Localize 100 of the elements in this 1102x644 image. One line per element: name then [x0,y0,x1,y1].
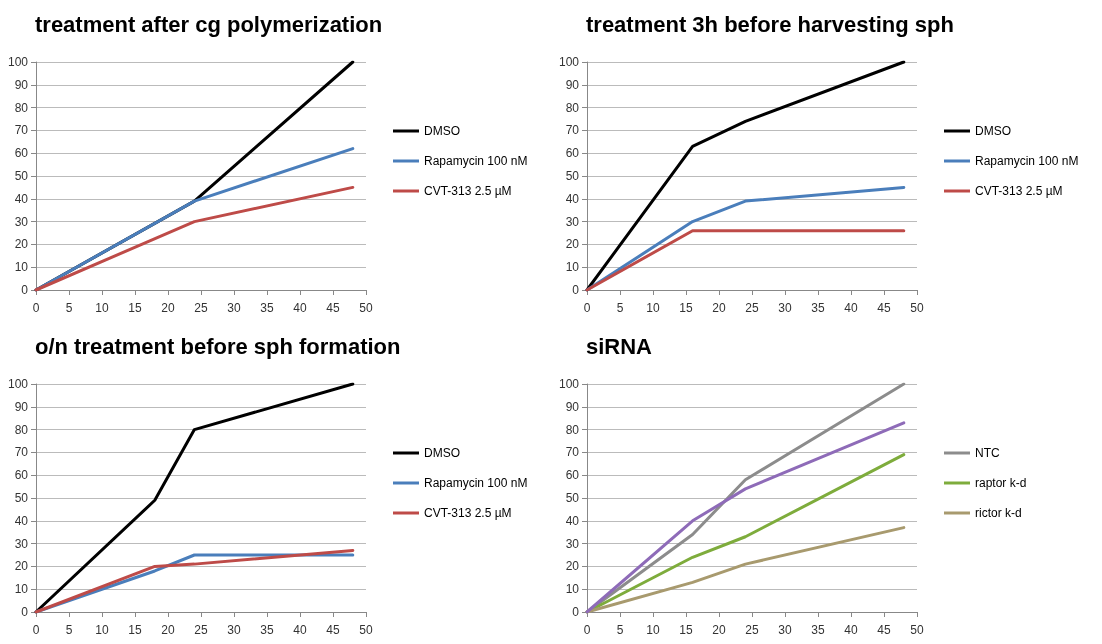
x-tick-label: 25 [194,623,208,637]
x-tick-label: 20 [161,623,175,637]
y-tick-label: 40 [14,191,29,206]
y-tick-label: 0 [21,605,29,619]
x-tick-label: 5 [65,623,73,637]
y-tick-label: 90 [565,399,580,414]
legend-label: CVT-313 2.5 µM [424,506,512,520]
x-tick-label: 15 [679,623,693,637]
x-tick-label: 45 [877,623,891,637]
y-tick-label: 60 [565,468,580,483]
y-tick-label: 70 [14,123,29,138]
x-tick-label: 5 [616,301,624,315]
x-tick-label: 25 [745,623,759,637]
x-tick-label: 0 [32,623,40,637]
x-tick-label: 50 [359,301,373,315]
y-tick-label: 100 [558,55,580,69]
x-tick-label: 20 [712,301,726,315]
x-tick-label: 30 [778,623,792,637]
y-tick-label: 0 [21,283,29,297]
y-tick-label: 10 [14,582,29,597]
y-tick-label: 40 [565,513,580,528]
y-tick-label: 20 [565,559,580,574]
y-tick-label: 90 [14,399,29,414]
x-tick-label: 15 [679,301,693,315]
x-tick-label: 40 [293,623,307,637]
y-tick-label: 20 [14,237,29,252]
legend-label: NTC [975,446,1000,460]
x-tick-label: 30 [227,301,241,315]
y-tick-label: 50 [565,169,580,183]
y-tick-label: 60 [14,468,29,483]
chart-title: siRNA [586,333,653,359]
x-tick-label: 0 [583,623,591,637]
x-tick-label: 10 [95,301,109,315]
x-tick-label: 35 [260,623,274,637]
x-tick-label: 30 [227,623,241,637]
y-tick-label: 20 [14,559,29,574]
y-tick-label: 80 [14,100,29,115]
x-tick-label: 40 [293,301,307,315]
y-tick-label: 90 [565,77,580,92]
legend-label: CVT-313 2.5 µM [975,184,1063,198]
legend-label: Rapamycin 100 nM [424,476,528,490]
chart-title: o/n treatment before sph formation [35,333,401,359]
x-tick-label: 35 [811,623,825,637]
legend-label: Rapamycin 100 nM [424,154,528,168]
x-tick-label: 45 [326,301,340,315]
x-tick-label: 15 [128,623,142,637]
x-tick-label: 50 [910,301,924,315]
y-tick-label: 50 [14,491,29,505]
legend-label: DMSO [975,124,1011,138]
legend-label: CVT-313 2.5 µM [424,184,512,198]
x-tick-label: 40 [844,301,858,315]
y-tick-label: 100 [7,377,29,391]
x-tick-label: 25 [194,301,208,315]
x-tick-label: 10 [95,623,109,637]
legend-label: DMSO [424,446,460,460]
line-series [585,421,906,614]
x-tick-label: 5 [65,301,73,315]
y-tick-label: 0 [572,283,580,297]
x-tick-label: 35 [811,301,825,315]
y-tick-label: 50 [14,169,29,183]
y-tick-label: 0 [572,605,580,619]
y-tick-label: 30 [565,536,580,551]
y-tick-label: 10 [565,582,580,597]
x-tick-label: 30 [778,301,792,315]
legend-label: raptor k-d [975,476,1027,490]
chart-title: treatment after cg polymerization [35,11,383,37]
y-tick-label: 80 [565,422,580,437]
x-tick-label: 10 [646,301,660,315]
y-tick-label: 70 [565,445,580,460]
y-tick-label: 90 [14,77,29,92]
y-tick-label: 20 [565,237,580,252]
x-tick-label: 5 [616,623,624,637]
x-tick-label: 35 [260,301,274,315]
y-tick-label: 10 [565,260,580,275]
legend-label: Rapamycin 100 nM [975,154,1079,168]
y-tick-label: 30 [14,214,29,229]
y-tick-label: 80 [14,422,29,437]
x-tick-label: 45 [877,301,891,315]
y-tick-label: 50 [565,491,580,505]
x-tick-label: 20 [161,301,175,315]
y-tick-label: 30 [565,214,580,229]
y-tick-label: 60 [565,146,580,161]
chart-title: treatment 3h before harvesting sph [586,11,954,37]
x-tick-label: 15 [128,301,142,315]
x-tick-label: 50 [910,623,924,637]
x-tick-label: 10 [646,623,660,637]
legend-label: DMSO [424,124,460,138]
y-tick-label: 80 [565,100,580,115]
x-tick-label: 45 [326,623,340,637]
x-tick-label: 0 [32,301,40,315]
legend-label: rictor k-d [975,506,1022,520]
y-tick-label: 100 [558,377,580,391]
y-tick-label: 40 [565,191,580,206]
x-tick-label: 0 [583,301,591,315]
y-tick-label: 70 [565,123,580,138]
y-tick-label: 60 [14,146,29,161]
y-tick-label: 70 [14,445,29,460]
y-tick-label: 100 [7,55,29,69]
x-tick-label: 50 [359,623,373,637]
y-tick-label: 40 [14,513,29,528]
